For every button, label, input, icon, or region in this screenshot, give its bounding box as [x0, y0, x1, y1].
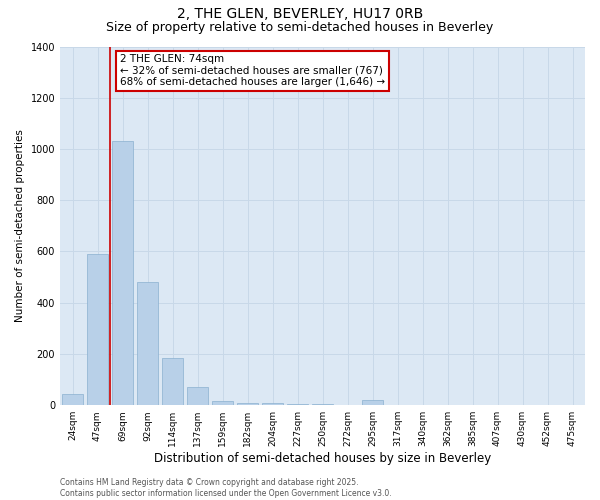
Bar [262, 404, 283, 405]
Bar [287, 404, 308, 405]
Bar [237, 402, 258, 405]
Bar [62, 394, 83, 405]
Bar [162, 358, 183, 405]
Text: Size of property relative to semi-detached houses in Beverley: Size of property relative to semi-detach… [106, 21, 494, 34]
Bar [362, 400, 383, 405]
Bar [112, 142, 133, 405]
Bar [212, 402, 233, 405]
Y-axis label: Number of semi-detached properties: Number of semi-detached properties [15, 130, 25, 322]
X-axis label: Distribution of semi-detached houses by size in Beverley: Distribution of semi-detached houses by … [154, 452, 491, 465]
Text: 2, THE GLEN, BEVERLEY, HU17 0RB: 2, THE GLEN, BEVERLEY, HU17 0RB [177, 8, 423, 22]
Bar [137, 282, 158, 405]
Text: 2 THE GLEN: 74sqm
← 32% of semi-detached houses are smaller (767)
68% of semi-de: 2 THE GLEN: 74sqm ← 32% of semi-detached… [120, 54, 385, 88]
Bar [87, 254, 108, 405]
Bar [187, 388, 208, 405]
Bar [312, 404, 333, 405]
Text: Contains HM Land Registry data © Crown copyright and database right 2025.
Contai: Contains HM Land Registry data © Crown c… [60, 478, 392, 498]
